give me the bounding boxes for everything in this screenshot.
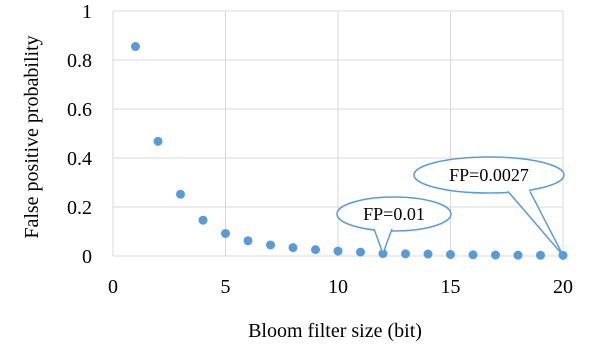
- callout-label-1: FP=0.01: [363, 204, 425, 224]
- data-point-5: [221, 228, 230, 238]
- data-point-15: [446, 250, 455, 260]
- data-points: [131, 42, 568, 260]
- y-tick-label-4: 0.8: [67, 50, 92, 72]
- y-tick-label-3: 0.6: [67, 99, 92, 121]
- y-axis-title: False positive probability: [21, 35, 43, 238]
- data-point-4: [198, 215, 208, 225]
- data-point-1: [131, 42, 140, 52]
- y-axis-ticks: 0 0.2 0.4 0.6 0.8 1: [67, 1, 92, 268]
- data-point-7: [266, 240, 275, 250]
- y-tick-label-2: 0.4: [67, 148, 92, 170]
- data-point-18: [513, 250, 523, 260]
- data-point-16: [468, 250, 478, 260]
- callout-pointer-2: [507, 190, 564, 257]
- x-axis-title: Bloom filter size (bit): [248, 320, 422, 342]
- x-axis-ticks: 0 5 10 15 20: [108, 276, 573, 298]
- callout-2: FP=0.0027: [413, 156, 565, 257]
- data-point-6: [243, 236, 253, 246]
- y-tick-label-0: 0: [82, 246, 92, 268]
- callout-label-2: FP=0.0027: [449, 165, 529, 185]
- grid-lines: [112, 10, 564, 257]
- data-point-17: [491, 250, 500, 260]
- data-point-11: [356, 247, 365, 257]
- x-tick-label-2: 10: [328, 276, 348, 298]
- annotation-callouts: FP=0.01 FP=0.0027: [336, 156, 565, 257]
- callout-bubble-1: [336, 196, 452, 232]
- data-point-19: [536, 250, 545, 260]
- callout-join-1: [375, 224, 391, 230]
- data-point-8: [288, 243, 298, 253]
- y-tick-label-5: 1: [82, 1, 92, 23]
- y-tick-label-1: 0.2: [67, 197, 92, 219]
- callout-bubble-2: [413, 156, 565, 194]
- data-point-9: [311, 245, 320, 255]
- data-point-3: [176, 189, 185, 199]
- x-tick-label-1: 5: [221, 276, 231, 298]
- data-point-14: [423, 249, 433, 259]
- x-tick-label-0: 0: [108, 276, 118, 298]
- data-point-2: [153, 136, 163, 146]
- data-point-13: [401, 249, 410, 259]
- callout-join-2: [509, 187, 529, 193]
- callout-1: FP=0.01: [336, 196, 452, 255]
- callout-pointer-1: [373, 228, 393, 255]
- x-tick-label-3: 15: [441, 276, 461, 298]
- x-tick-label-4: 20: [553, 276, 573, 298]
- data-point-10: [333, 246, 343, 256]
